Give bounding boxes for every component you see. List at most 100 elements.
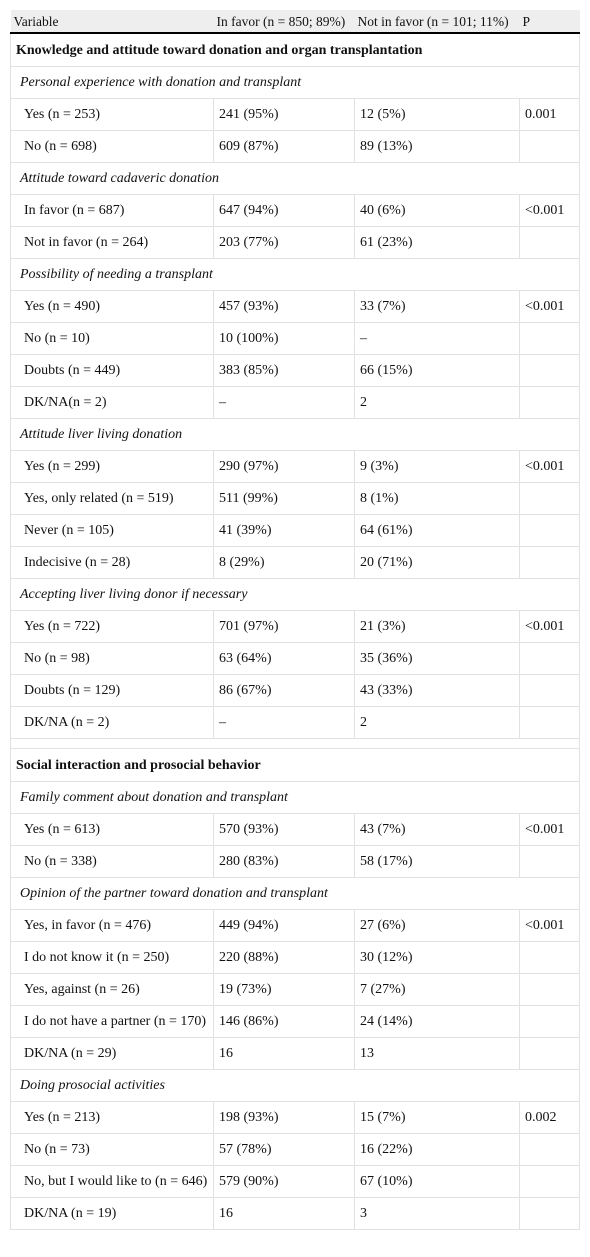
row-label: Indecisive (n = 28) — [10, 546, 214, 579]
cell: 15 (7%) — [354, 1101, 520, 1134]
data-row: I do not know it (n = 250) 220 (88%) 30 (1… — [10, 941, 580, 974]
group-title: Family comment about donation and transp… — [10, 781, 580, 814]
cell: 16 (22%) — [354, 1133, 520, 1166]
data-row: Not in favor (n = 264) 203 (77%) 61 (23%) — [10, 226, 580, 259]
empty-cell — [519, 1005, 580, 1038]
cell: <0.001 — [519, 290, 580, 323]
cell: 7 (27%) — [354, 973, 520, 1006]
cell: 21 (3%) — [354, 610, 520, 643]
cell: <0.001 — [519, 194, 580, 227]
row-label: No (n = 338) — [10, 845, 214, 878]
data-row: Yes (n = 299) 290 (97%) 9 (3%) <0.001 — [10, 450, 580, 483]
cell: 511 (99%) — [213, 482, 355, 515]
cell: 0.001 — [519, 98, 580, 131]
cell: – — [354, 322, 520, 355]
row-label: Yes (n = 299) — [10, 450, 214, 483]
cell: 43 (33%) — [354, 674, 520, 707]
cell: 86 (67%) — [213, 674, 355, 707]
group-row: Doing prosocial activities — [10, 1069, 580, 1102]
empty-cell — [519, 482, 580, 515]
cell: 89 (13%) — [354, 130, 520, 163]
spacer-cell — [10, 738, 580, 749]
data-row: No (n = 10) 10 (100%) – — [10, 322, 580, 355]
empty-cell — [519, 674, 580, 707]
cell: 579 (90%) — [213, 1165, 355, 1198]
group-row: Attitude liver living donation — [10, 418, 580, 451]
data-row: No (n = 338) 280 (83%) 58 (17%) — [10, 845, 580, 878]
row-label: Yes (n = 613) — [10, 813, 214, 846]
cell: 10 (100%) — [213, 322, 355, 355]
group-title: Attitude toward cadaveric donation — [10, 162, 580, 195]
cell: 33 (7%) — [354, 290, 520, 323]
section-title: Knowledge and attitude toward donation a… — [10, 32, 580, 67]
cell: 43 (7%) — [354, 813, 520, 846]
data-row: DK/NA (n = 29) 16 13 — [10, 1037, 580, 1070]
data-row: Doubts (n = 129) 86 (67%) 43 (33%) — [10, 674, 580, 707]
row-label: DK/NA (n = 29) — [10, 1037, 214, 1070]
cell: 61 (23%) — [354, 226, 520, 259]
group-title: Possibility of needing a transplant — [10, 258, 580, 291]
header-cell: P — [519, 10, 580, 34]
row-label: DK/NA(n = 2) — [10, 386, 214, 419]
cell: 609 (87%) — [213, 130, 355, 163]
cell: 9 (3%) — [354, 450, 520, 483]
data-row: Yes, only related (n = 519) 511 (99%) 8 (1… — [10, 482, 580, 515]
cell: 146 (86%) — [213, 1005, 355, 1038]
row-label: Doubts (n = 449) — [10, 354, 214, 387]
empty-cell — [519, 642, 580, 675]
cell: 63 (64%) — [213, 642, 355, 675]
row-label: DK/NA (n = 2) — [10, 706, 214, 739]
cell: 2 — [354, 706, 520, 739]
cell: 241 (95%) — [213, 98, 355, 131]
cell: 280 (83%) — [213, 845, 355, 878]
data-row: Yes, against (n = 26) 19 (73%) 7 (27%) — [10, 973, 580, 1006]
cell: 290 (97%) — [213, 450, 355, 483]
group-row: Possibility of needing a transplant — [10, 258, 580, 291]
group-row: Accepting liver living donor if necessar… — [10, 578, 580, 611]
row-label: I do not know it (n = 250) — [10, 941, 214, 974]
row-label: No, but I would like to (n = 646) — [10, 1165, 214, 1198]
row-label: Yes, in favor (n = 476) — [10, 909, 214, 942]
cell: 8 (29%) — [213, 546, 355, 579]
cell: 8 (1%) — [354, 482, 520, 515]
data-row: No (n = 98) 63 (64%) 35 (36%) — [10, 642, 580, 675]
data-row: No, but I would like to (n = 646) 579 (90… — [10, 1165, 580, 1198]
cell: 570 (93%) — [213, 813, 355, 846]
group-row: Personal experience with donation and tr… — [10, 66, 580, 99]
cell: 203 (77%) — [213, 226, 355, 259]
data-row: Yes (n = 213) 198 (93%) 15 (7%) 0.002 — [10, 1101, 580, 1134]
empty-cell — [519, 1197, 580, 1230]
cell: 24 (14%) — [354, 1005, 520, 1038]
cell: 701 (97%) — [213, 610, 355, 643]
cell: 58 (17%) — [354, 845, 520, 878]
row-label: In favor (n = 687) — [10, 194, 214, 227]
empty-cell — [519, 973, 580, 1006]
cell: 30 (12%) — [354, 941, 520, 974]
header-row: Variable In favor (n = 850; 89%) Not in fa… — [10, 10, 580, 34]
group-row: Family comment about donation and transp… — [10, 781, 580, 814]
data-row: Doubts (n = 449) 383 (85%) 66 (15%) — [10, 354, 580, 387]
cell: 35 (36%) — [354, 642, 520, 675]
data-row: DK/NA(n = 2) –2 — [10, 386, 580, 419]
row-label: No (n = 10) — [10, 322, 214, 355]
group-title: Attitude liver living donation — [10, 418, 580, 451]
row-label: Yes (n = 722) — [10, 610, 214, 643]
cell: 16 — [213, 1197, 355, 1230]
cell: 198 (93%) — [213, 1101, 355, 1134]
cell: <0.001 — [519, 610, 580, 643]
empty-cell — [519, 845, 580, 878]
data-row: In favor (n = 687) 647 (94%) 40 (6%) <0.001 — [10, 194, 580, 227]
cell: 57 (78%) — [213, 1133, 355, 1166]
section-row: Social interaction and prosocial behavio… — [10, 748, 580, 782]
cell: 449 (94%) — [213, 909, 355, 942]
cell: 13 — [354, 1037, 520, 1070]
row-label: I do not have a partner (n = 170) — [10, 1005, 214, 1038]
section-title: Social interaction and prosocial behavio… — [10, 748, 580, 782]
cell: <0.001 — [519, 813, 580, 846]
spacer-row — [10, 738, 580, 749]
cell: <0.001 — [519, 909, 580, 942]
data-row: Yes (n = 613) 570 (93%) 43 (7%) <0.001 — [10, 813, 580, 846]
row-label: Yes, only related (n = 519) — [10, 482, 214, 515]
empty-cell — [519, 322, 580, 355]
cell: 67 (10%) — [354, 1165, 520, 1198]
